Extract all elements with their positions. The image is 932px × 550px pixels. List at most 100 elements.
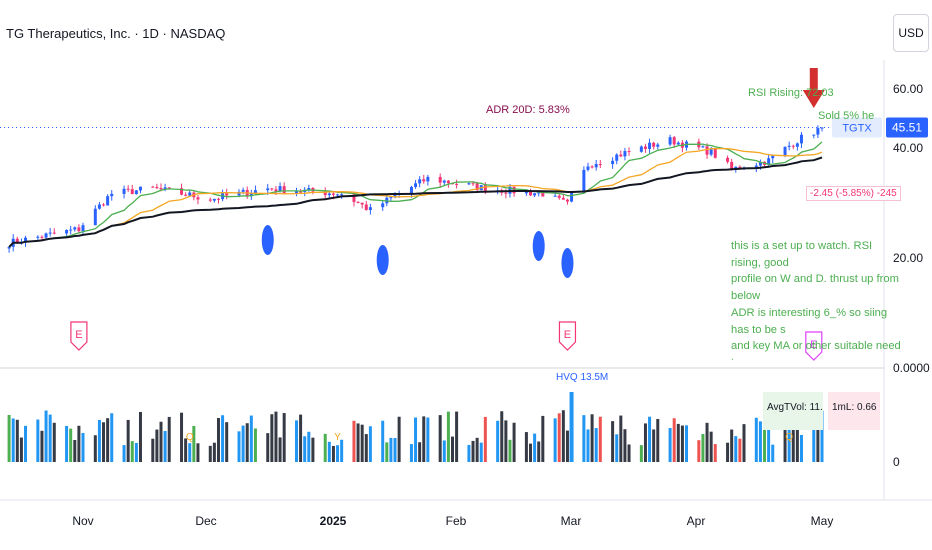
volume-bar bbox=[212, 442, 216, 462]
earnings-marker-label: E bbox=[564, 329, 571, 341]
candle-body bbox=[483, 185, 487, 192]
volume-bar bbox=[705, 422, 709, 462]
candle-body bbox=[274, 189, 278, 192]
volume-bar bbox=[159, 421, 163, 462]
volume-bar bbox=[471, 440, 475, 462]
adr-label: ADR 20D: 5.83% bbox=[486, 104, 570, 116]
volume-bar bbox=[188, 443, 192, 462]
volume-bar bbox=[323, 433, 327, 462]
candle-body bbox=[278, 186, 282, 192]
volume-bar bbox=[475, 437, 479, 462]
volume-bar bbox=[799, 434, 803, 462]
volume-bar bbox=[512, 422, 516, 462]
volume-bar bbox=[307, 431, 311, 462]
volume-bar bbox=[65, 425, 69, 462]
volume-bar bbox=[15, 419, 19, 462]
candle-body bbox=[97, 204, 101, 209]
earnings-marker bbox=[70, 321, 88, 351]
volume-bar bbox=[299, 414, 303, 462]
candle-body bbox=[648, 142, 652, 149]
volume-bar bbox=[245, 423, 249, 462]
volume-bar bbox=[52, 422, 56, 462]
volume-bar bbox=[397, 416, 401, 462]
candle-body bbox=[340, 194, 344, 196]
volume-bar bbox=[340, 439, 344, 462]
volume-bar bbox=[496, 420, 500, 462]
candle-body bbox=[598, 164, 602, 166]
candle-body bbox=[656, 144, 660, 147]
volume-bar bbox=[126, 419, 130, 462]
volume-bar bbox=[685, 425, 689, 462]
x-tick-label: Nov bbox=[72, 514, 93, 528]
volume-bar bbox=[130, 441, 134, 462]
candle-body bbox=[24, 237, 28, 243]
markers-layer: E E E Q Y Q TGTX 45.51 bbox=[0, 68, 928, 443]
volume-bar bbox=[110, 413, 114, 462]
candle-body bbox=[767, 158, 771, 165]
volume-bar bbox=[7, 414, 11, 462]
candle-body bbox=[639, 146, 643, 152]
volume-bar bbox=[582, 415, 586, 462]
ticker-tag: TGTX bbox=[842, 123, 872, 135]
volume-bar bbox=[500, 411, 504, 462]
volume-bar bbox=[237, 431, 241, 462]
candle-body bbox=[783, 146, 787, 156]
volume-bar bbox=[19, 437, 23, 462]
volume-bar bbox=[69, 428, 73, 462]
candle-body bbox=[643, 146, 647, 149]
volume-bar bbox=[356, 423, 360, 462]
candle-body bbox=[426, 176, 430, 182]
price-tag-bg bbox=[886, 117, 928, 138]
axes-layer: 60.00 40.00 20.00 0.0000 0 Nov Dec 2025 Feb Mar Ap… bbox=[0, 60, 932, 528]
candle-body bbox=[627, 151, 631, 153]
volume-bar bbox=[184, 438, 188, 462]
candle-body bbox=[331, 193, 335, 195]
volume-bar bbox=[134, 442, 138, 462]
volume-bar bbox=[368, 426, 372, 462]
volume-bar bbox=[303, 436, 307, 462]
volume-bar bbox=[270, 414, 274, 462]
volume-bar bbox=[11, 418, 15, 462]
candle-body bbox=[381, 203, 385, 208]
volume-bar bbox=[767, 411, 771, 462]
volume-bar bbox=[414, 417, 418, 462]
candle-body bbox=[586, 166, 590, 170]
price-tag: 45.51 bbox=[892, 121, 922, 135]
volume-bar bbox=[676, 423, 680, 462]
candle-body bbox=[816, 128, 820, 135]
candle-body bbox=[294, 191, 298, 194]
volume-bar bbox=[623, 429, 627, 462]
setup-note: this is a set up to watch. RSI rising, g… bbox=[731, 240, 901, 360]
currency-button[interactable]: USD bbox=[893, 14, 929, 52]
candle-body bbox=[471, 183, 475, 185]
candle-body bbox=[730, 161, 734, 169]
volume-bar bbox=[524, 432, 528, 462]
candle-body bbox=[327, 193, 331, 196]
volume-bar bbox=[594, 428, 598, 462]
symbol-title[interactable]: TG Therapeutics, Inc. · 1D · NASDAQ bbox=[6, 26, 226, 41]
candle-body bbox=[36, 236, 40, 238]
volume-bar bbox=[771, 444, 775, 462]
candle-body bbox=[504, 192, 508, 194]
volume-bar bbox=[754, 417, 758, 462]
candle-body bbox=[368, 207, 372, 211]
candle-body bbox=[529, 191, 533, 196]
volume-bar bbox=[81, 432, 85, 462]
volume-bar bbox=[795, 421, 799, 462]
volume-bar bbox=[426, 417, 430, 462]
volume-bar bbox=[565, 430, 569, 462]
volume-bar bbox=[106, 418, 110, 462]
candle-body bbox=[336, 194, 340, 196]
candle-body bbox=[77, 227, 81, 232]
candle-body bbox=[541, 192, 545, 197]
volume-bar bbox=[274, 411, 278, 462]
volume-bar bbox=[155, 429, 159, 462]
volume-bar bbox=[557, 413, 561, 462]
candle-body bbox=[787, 145, 791, 147]
candle-body bbox=[159, 188, 163, 190]
quarter-marker: Q bbox=[186, 432, 194, 443]
candle-body bbox=[40, 236, 44, 238]
sell-arrow-icon bbox=[802, 68, 825, 108]
pivot-marker bbox=[561, 248, 574, 278]
